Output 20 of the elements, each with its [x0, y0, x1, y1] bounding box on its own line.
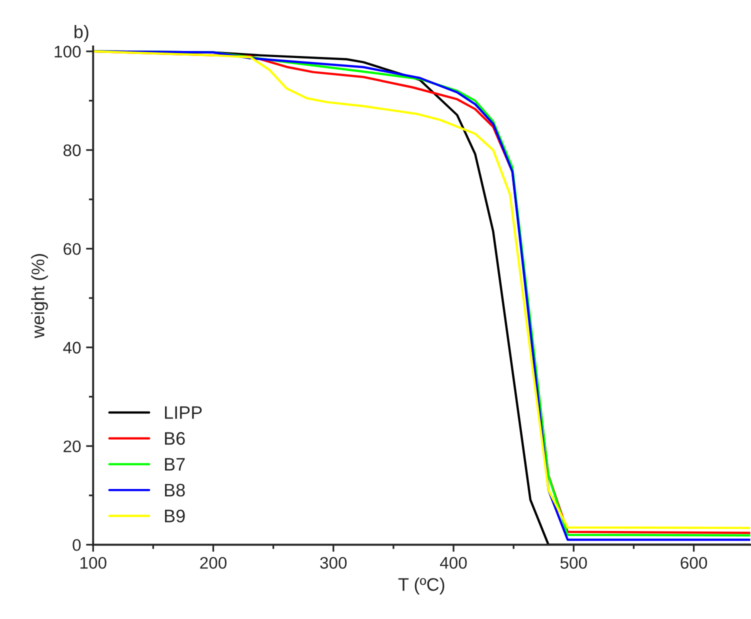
- y-tick-label: 80: [64, 144, 81, 156]
- y-tick-label: 20: [64, 440, 81, 452]
- x-tick-label: 400: [440, 556, 467, 569]
- legend-label: B8: [165, 484, 185, 497]
- legend-label: B9: [165, 510, 185, 522]
- x-tick-label: 500: [560, 556, 587, 569]
- x-tick-label: 200: [200, 556, 227, 569]
- y-tick-label: 60: [64, 243, 81, 255]
- y-tick-label: 40: [63, 342, 81, 354]
- x-tick-label: 600: [680, 556, 708, 569]
- legend-label: B6: [165, 432, 185, 445]
- legend-label: LIPP: [165, 406, 202, 419]
- y-axis-title: weight (%): [31, 254, 48, 338]
- y-tick-label: 0: [72, 539, 81, 551]
- chart-title: b): [74, 25, 88, 42]
- y-tick-label: 100: [54, 46, 81, 58]
- legend-label: B7: [165, 458, 185, 471]
- x-axis-title: T (ºC): [398, 578, 444, 594]
- x-tick-label: 300: [320, 556, 347, 569]
- x-tick-label: 100: [80, 556, 106, 569]
